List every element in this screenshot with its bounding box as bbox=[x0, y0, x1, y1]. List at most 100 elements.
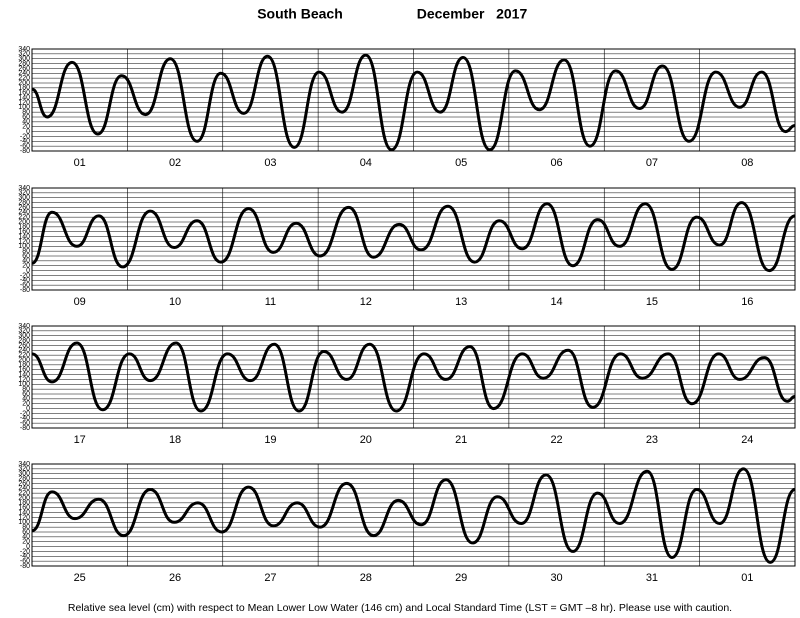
tide-curve bbox=[31, 341, 796, 413]
y-tick-label: 120 bbox=[18, 238, 30, 245]
y-tick-label: 300 bbox=[18, 56, 30, 63]
y-tick-label: 300 bbox=[18, 471, 30, 478]
y-tick-label: 100 bbox=[18, 243, 30, 250]
day-label: 25 bbox=[74, 572, 86, 584]
day-label: 01 bbox=[741, 572, 753, 584]
y-tick-label: 60 bbox=[22, 114, 30, 121]
y-tick-label: 180 bbox=[18, 362, 30, 369]
location-title: South Beach bbox=[257, 6, 343, 22]
y-tick-label: -80 bbox=[20, 563, 30, 570]
y-tick-label: -40 bbox=[20, 138, 30, 145]
y-tick-label: 260 bbox=[18, 204, 30, 211]
y-tick-label: -60 bbox=[20, 282, 30, 289]
day-label: 18 bbox=[169, 434, 181, 446]
y-tick-label: 0 bbox=[26, 267, 30, 274]
y-tick-label: 340 bbox=[18, 323, 30, 330]
y-tick-label: 280 bbox=[18, 337, 30, 344]
y-tick-label: 0 bbox=[26, 405, 30, 412]
y-tick-label: -40 bbox=[20, 553, 30, 560]
y-tick-label: -80 bbox=[20, 287, 30, 294]
day-label: 30 bbox=[550, 572, 562, 584]
y-tick-label: 160 bbox=[18, 90, 30, 97]
y-tick-label: 20 bbox=[22, 124, 30, 131]
y-tick-label: 240 bbox=[18, 70, 30, 77]
y-tick-label: -40 bbox=[20, 277, 30, 284]
y-tick-label: 80 bbox=[22, 109, 30, 116]
y-tick-label: -60 bbox=[20, 143, 30, 150]
y-tick-label: 0 bbox=[26, 543, 30, 550]
day-label: 03 bbox=[264, 157, 276, 169]
y-tick-label: 40 bbox=[22, 258, 30, 265]
day-label: 19 bbox=[264, 434, 276, 446]
day-label: 17 bbox=[74, 434, 86, 446]
y-tick-label: -80 bbox=[20, 148, 30, 155]
tide-curve bbox=[31, 53, 796, 152]
y-tick-label: 240 bbox=[18, 209, 30, 216]
day-label: 31 bbox=[646, 572, 658, 584]
y-tick-label: 220 bbox=[18, 352, 30, 359]
y-tick-label: 300 bbox=[18, 195, 30, 202]
y-tick-label: -80 bbox=[20, 425, 30, 432]
day-label: 27 bbox=[264, 572, 276, 584]
day-label: 29 bbox=[455, 572, 467, 584]
y-tick-label: 320 bbox=[18, 51, 30, 58]
tide-curve bbox=[31, 201, 796, 273]
day-label: 22 bbox=[550, 434, 562, 446]
y-tick-label: 200 bbox=[18, 219, 30, 226]
y-tick-label: 280 bbox=[18, 60, 30, 67]
day-label: 12 bbox=[360, 296, 372, 308]
y-tick-label: 100 bbox=[18, 519, 30, 526]
y-tick-label: 220 bbox=[18, 214, 30, 221]
y-tick-label: 160 bbox=[18, 505, 30, 512]
y-tick-label: 240 bbox=[18, 485, 30, 492]
y-tick-label: 220 bbox=[18, 490, 30, 497]
y-tick-label: 200 bbox=[18, 357, 30, 364]
y-tick-label: 100 bbox=[18, 381, 30, 388]
y-tick-label: 80 bbox=[22, 248, 30, 255]
day-label: 11 bbox=[265, 296, 276, 308]
y-tick-label: -20 bbox=[20, 410, 30, 417]
day-label: 08 bbox=[741, 157, 753, 169]
y-tick-label: -60 bbox=[20, 420, 30, 427]
y-tick-label: 200 bbox=[18, 495, 30, 502]
y-tick-label: 220 bbox=[18, 75, 30, 82]
day-label: 09 bbox=[74, 296, 86, 308]
day-label: 14 bbox=[550, 296, 562, 308]
day-label: 26 bbox=[169, 572, 181, 584]
y-tick-label: 80 bbox=[22, 386, 30, 393]
y-tick-label: -20 bbox=[20, 133, 30, 140]
y-tick-label: 320 bbox=[18, 190, 30, 197]
day-label: 05 bbox=[455, 157, 467, 169]
y-tick-label: 320 bbox=[18, 466, 30, 473]
day-label: 13 bbox=[455, 296, 467, 308]
day-label: 06 bbox=[550, 157, 562, 169]
y-tick-label: 140 bbox=[18, 371, 30, 378]
y-tick-label: 40 bbox=[22, 396, 30, 403]
y-tick-label: 120 bbox=[18, 376, 30, 383]
y-tick-label: 280 bbox=[18, 475, 30, 482]
y-tick-label: 40 bbox=[22, 119, 30, 126]
y-tick-label: 320 bbox=[18, 328, 30, 335]
y-tick-label: 40 bbox=[22, 534, 30, 541]
y-tick-label: 180 bbox=[18, 224, 30, 231]
y-tick-label: 100 bbox=[18, 104, 30, 111]
day-label: 24 bbox=[741, 434, 753, 446]
y-tick-label: -60 bbox=[20, 558, 30, 565]
y-tick-label: -20 bbox=[20, 272, 30, 279]
day-label: 10 bbox=[169, 296, 181, 308]
day-label: 16 bbox=[741, 296, 753, 308]
y-tick-label: 60 bbox=[22, 529, 30, 536]
y-tick-label: 140 bbox=[18, 509, 30, 516]
footer-note: Relative sea level (cm) with respect to … bbox=[68, 602, 732, 614]
y-tick-label: 200 bbox=[18, 80, 30, 87]
day-label: 04 bbox=[360, 157, 372, 169]
y-tick-label: 180 bbox=[18, 85, 30, 92]
y-tick-label: 120 bbox=[18, 99, 30, 106]
date-title: December 2017 bbox=[417, 6, 528, 22]
y-tick-label: 120 bbox=[18, 514, 30, 521]
day-label: 21 bbox=[455, 434, 467, 446]
y-tick-label: -20 bbox=[20, 548, 30, 555]
y-tick-label: 280 bbox=[18, 199, 30, 206]
y-tick-label: 20 bbox=[22, 539, 30, 546]
y-tick-label: 20 bbox=[22, 263, 30, 270]
